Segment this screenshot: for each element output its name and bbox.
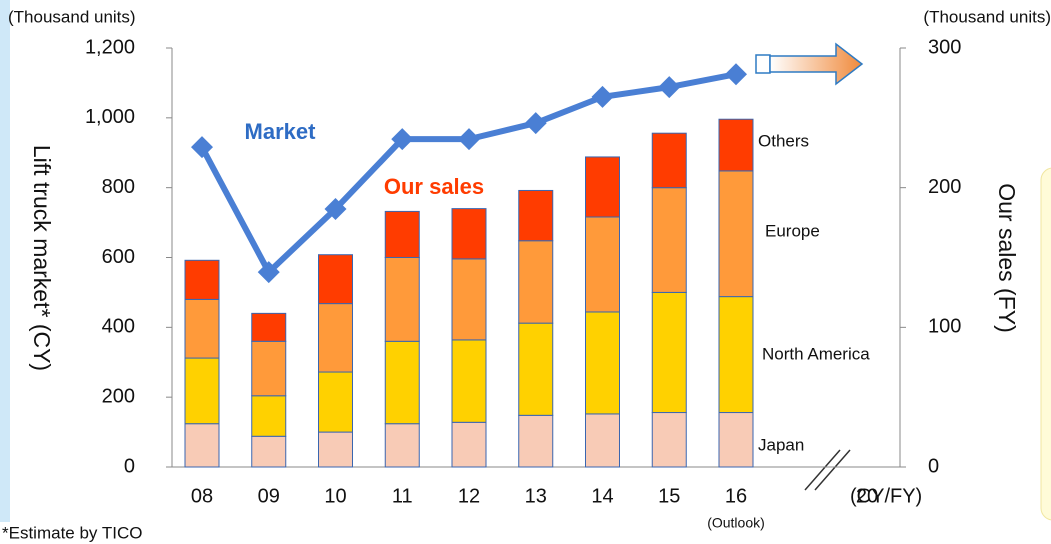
category-note: (Outlook)	[707, 515, 765, 531]
bar-segment	[651, 291, 687, 414]
line-marker	[658, 76, 681, 99]
bar-segment	[718, 412, 754, 468]
series-label: Europe	[765, 221, 820, 240]
series-label: North America	[762, 344, 870, 363]
side-strip	[0, 0, 10, 522]
side-panel	[1040, 167, 1051, 521]
series-label: Others	[758, 131, 809, 150]
bar-segment	[451, 208, 487, 260]
y-tick-label: 800	[102, 176, 135, 198]
y2-axis-label: Our sales (FY)	[994, 183, 1020, 333]
y-tick-label: 600	[102, 246, 135, 268]
bar-segment	[318, 371, 353, 433]
x-tick-label: 08	[191, 485, 213, 507]
bar-segment	[651, 412, 687, 468]
y-axis-label: Lift truck market* (CY)	[29, 145, 55, 371]
bar-segment	[251, 312, 287, 342]
bar-segment	[585, 216, 620, 313]
stack-label: Our sales	[384, 174, 484, 199]
bar-segment	[718, 118, 754, 172]
y-unit: (Thousand units)	[8, 7, 136, 26]
bar-segment	[651, 187, 687, 293]
bar-segment	[251, 435, 287, 468]
bar-segment	[451, 258, 487, 341]
bar-segment	[384, 210, 420, 259]
bar-segment	[518, 189, 554, 242]
line-marker	[591, 85, 614, 108]
bar-segment	[384, 340, 420, 425]
bar-segment	[451, 339, 487, 423]
outlook-arrow	[755, 42, 864, 86]
y2-tick-label: 200	[928, 176, 961, 198]
line-marker	[324, 197, 347, 220]
series-label: Market	[245, 119, 317, 144]
line-marker	[257, 261, 280, 284]
x-tick-label: 13	[525, 485, 547, 507]
bar-segment	[251, 395, 287, 437]
line-marker	[191, 136, 213, 159]
x-tick-label: 14	[591, 485, 613, 507]
x-tick-label: 20	[856, 485, 878, 507]
bar-segment	[184, 298, 220, 359]
bar-segment	[318, 303, 353, 373]
bar-segment	[184, 259, 220, 300]
y2-tick-label: 300	[928, 36, 961, 58]
bar-segment	[518, 322, 554, 416]
y2-unit: (Thousand units)	[923, 7, 1051, 26]
bar-segment	[518, 414, 554, 468]
bar-segment	[585, 413, 620, 468]
line-marker	[725, 63, 747, 86]
bar-segment	[585, 156, 620, 218]
bar-segment	[718, 170, 754, 298]
y2-tick-label: 0	[928, 455, 939, 477]
line-marker	[391, 128, 414, 151]
x-tick-label: 15	[658, 485, 680, 507]
y-tick-label: 400	[102, 316, 135, 338]
x-unit: (CY/FY)	[850, 485, 922, 507]
y-tick-label: 200	[102, 385, 135, 407]
y-tick-label: 1,200	[85, 36, 135, 58]
x-tick-label: 09	[258, 485, 280, 507]
line-marker	[458, 128, 480, 151]
x-tick-label: 11	[392, 485, 413, 507]
series-label: Japan	[758, 435, 804, 454]
y-tick-label: 0	[124, 455, 135, 477]
bar-segment	[318, 254, 353, 305]
bar-segment	[384, 423, 420, 468]
bar-segment	[718, 296, 754, 414]
x-tick-label: 10	[324, 485, 346, 507]
axis-break	[804, 449, 851, 491]
x-tick-label: 12	[458, 485, 480, 507]
y2-tick-label: 100	[928, 316, 961, 338]
bar-segment	[585, 311, 620, 415]
bar-segment	[184, 423, 220, 468]
bar-segment	[451, 421, 487, 468]
bar-segment	[184, 357, 220, 425]
bar-segment	[251, 340, 287, 397]
footnote: *Estimate by TICO	[2, 523, 142, 542]
line-marker	[524, 112, 547, 135]
bar-segment	[651, 132, 687, 189]
bar-segment	[518, 240, 554, 324]
y-tick-label: 1,000	[85, 106, 135, 128]
x-tick-label: 16	[725, 485, 747, 507]
bar-segment	[384, 257, 420, 342]
bar-segment	[318, 431, 353, 468]
